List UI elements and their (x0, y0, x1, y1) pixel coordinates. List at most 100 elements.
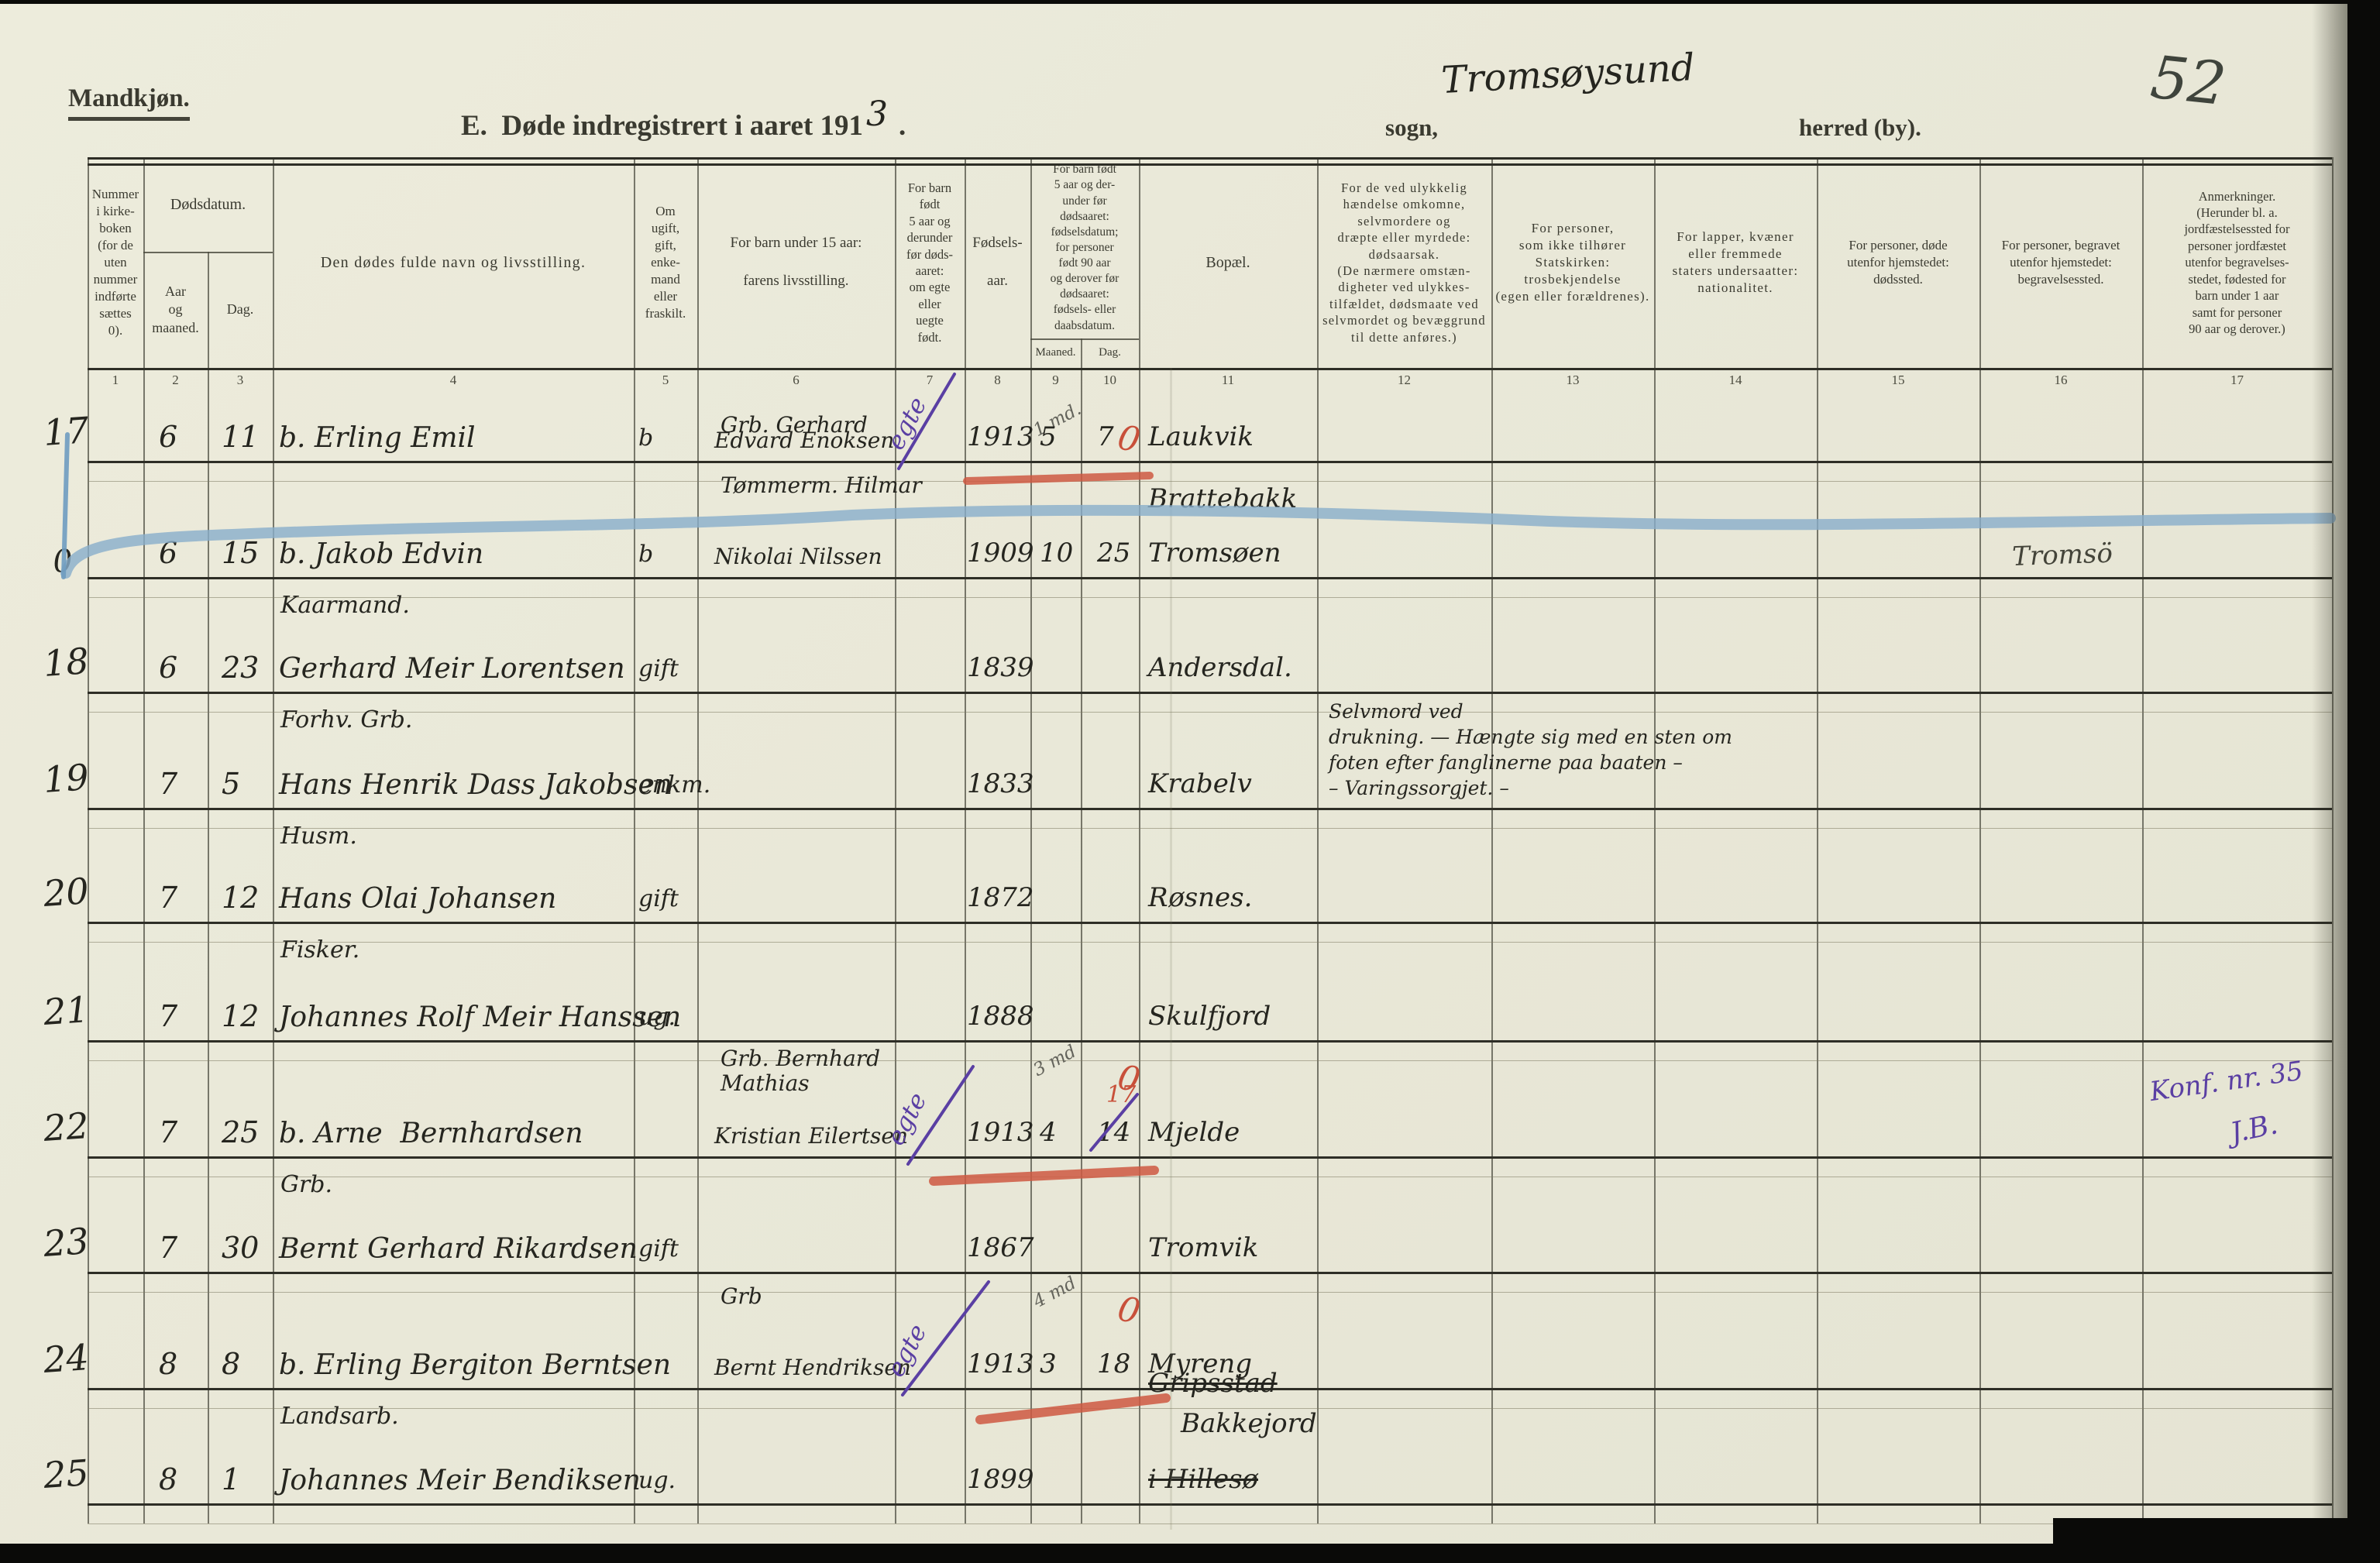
maaned-dag-split-line (1030, 338, 1139, 340)
hw-egte-note: egte (880, 392, 933, 455)
entry-faint-line (88, 712, 2332, 713)
header-dag-sub: Dag. (1099, 346, 1121, 359)
title-printed-text: E. Døde indregistrert i aaret 191 (461, 110, 863, 142)
column-number: 10 (1103, 373, 1116, 387)
paper-edge-shadow (2312, 4, 2349, 1544)
red-underline-1 (963, 472, 1154, 485)
column-number: 11 (1221, 373, 1235, 387)
hw-residence: Tromsøen (1148, 538, 1281, 569)
hw-death-day: 8 (222, 1347, 241, 1381)
hw-residence: Mjelde (1148, 1117, 1240, 1148)
entry-faint-line (88, 481, 2332, 482)
header-col15: For personer, døde utenfor hjemstedet: d… (1847, 237, 1949, 287)
hw-birth-year: 1872 (967, 882, 1034, 913)
header-col16: For personer, begravet utenfor hjemstede… (2001, 237, 2120, 287)
hw-father-occupation: Grb. Gerhard (721, 412, 868, 438)
hw-full-name: b. Jakob Edvin (279, 538, 484, 570)
red-underline-2 (929, 1166, 1159, 1186)
grid-vline (697, 157, 699, 1523)
hw-cause-of-death-note: – Varingssorgjet. – (1329, 777, 1509, 799)
grid-vline (208, 252, 209, 1523)
hw-birth-year: 1839 (967, 652, 1034, 683)
hw-occupation: Husm. (280, 823, 357, 850)
entry-faint-line (88, 1060, 2332, 1061)
grid-vline (634, 157, 635, 1523)
scan-edge-top (0, 0, 2380, 4)
scan-edge-bottom (0, 1544, 2380, 1563)
grid-vline (965, 157, 966, 1523)
header-dag: Dag. (226, 301, 254, 318)
hw-father-occupation: Tømmerm. Hilmar (721, 472, 922, 498)
hw-death-month: 7 (159, 1231, 178, 1265)
hw-death-day: 23 (222, 651, 260, 685)
entry-faint-line (88, 1292, 2332, 1293)
hw-death-day: 1 (222, 1462, 241, 1496)
hw-entry-number: 0 (51, 543, 74, 580)
hw-marital-status: b (638, 541, 654, 568)
grid-vline (273, 157, 274, 1523)
hw-full-name: Johannes Rolf Meir Hanssen (279, 1001, 682, 1033)
table-top-line-2 (88, 163, 2332, 166)
header-bottom-line (88, 368, 2332, 370)
hw-birth-day: 14 (1097, 1117, 1131, 1148)
hw-occupation: Grb. (280, 1171, 333, 1198)
hw-marital-status: enkm. (638, 771, 711, 799)
hw-birth-day: 18 (1097, 1348, 1131, 1379)
header-col13: For personer, som ikke tilhører Statskir… (1495, 220, 1650, 304)
hw-remark-note: Konf. nr. 35 (2148, 1055, 2306, 1108)
header-col11: Bopæl. (1205, 254, 1250, 271)
hw-birth-year: 1899 (967, 1464, 1034, 1495)
hw-marital-status: gift (638, 655, 679, 682)
hw-occupation: Fisker. (280, 936, 360, 964)
entry-baseline (88, 1503, 2332, 1506)
hw-entry-number: 23 (42, 1220, 91, 1265)
entry-faint-line (88, 1408, 2332, 1409)
page-title: E. Døde indregistrert i aaret 1913. (461, 94, 906, 144)
grid-vline (2142, 157, 2144, 1523)
hw-residence: Bakkejord (1181, 1408, 1317, 1439)
hw-death-month: 7 (159, 881, 178, 915)
hw-occupation: Landsarb. (280, 1403, 399, 1430)
title-dot: . (898, 110, 906, 142)
hw-birth-year: 1909 (967, 538, 1034, 569)
hw-full-name: Bernt Gerhard Rikardsen (279, 1233, 638, 1265)
hw-death-day: 30 (222, 1231, 260, 1265)
hw-occupation: Forhv. Grb. (280, 706, 413, 733)
hw-death-month: 8 (159, 1462, 178, 1496)
sogn-name-handwritten: Tromsøysund (1440, 45, 1696, 103)
hw-father-name: Bernt Hendriksen (714, 1355, 911, 1380)
header-aar-maaned: Aar og maaned. (152, 283, 199, 335)
page-number-handwritten: 52 (2147, 42, 2230, 119)
column-number: 16 (2054, 373, 2068, 387)
hw-entry-number: 18 (42, 640, 91, 685)
hw-death-day: 5 (222, 767, 241, 801)
hw-birth-year: 1867 (967, 1232, 1034, 1263)
entry-baseline (88, 1040, 2332, 1043)
table-top-line-1 (88, 157, 2332, 160)
hw-birth-year: 1913 (967, 1348, 1034, 1379)
herred-label: herred (by). (1799, 114, 1921, 141)
hw-death-month: 7 (159, 1115, 178, 1149)
entry-baseline (88, 808, 2332, 810)
hw-birth-month: 3 (1040, 1348, 1057, 1379)
hw-marital-status: ug. (638, 1467, 676, 1494)
hw-entry-number: 25 (42, 1451, 91, 1496)
hw-age-months-note: 1 md. (1030, 399, 1085, 441)
header-col5: Om ugift, gift, enke- mand eller fraskil… (645, 203, 686, 321)
hw-cause-of-death-note: foten efter fanglinerne paa baaten – (1329, 751, 1683, 774)
sogn-label: sogn, (1385, 114, 1439, 141)
header-col9-10: For barn født 5 aar og der- under før dø… (1050, 163, 1119, 332)
scan-edge-right (2347, 0, 2380, 1563)
grid-vline (1317, 157, 1319, 1523)
column-number: 7 (926, 373, 934, 387)
hw-entry-number: 17 (42, 409, 91, 454)
hw-entry-number: 24 (42, 1336, 91, 1381)
hw-marital-status: gift (638, 885, 679, 912)
hw-entry-number: 22 (42, 1104, 91, 1149)
hw-birth-day: 25 (1097, 538, 1131, 569)
dodsdatum-split-line (143, 252, 273, 253)
hw-remark-initials: J.B. (2227, 1108, 2281, 1150)
hw-burial-place-note: Tromsö (2011, 538, 2113, 573)
hw-residence: Myreng (1148, 1348, 1253, 1379)
hw-residence: i Hillesø (1148, 1464, 1258, 1495)
